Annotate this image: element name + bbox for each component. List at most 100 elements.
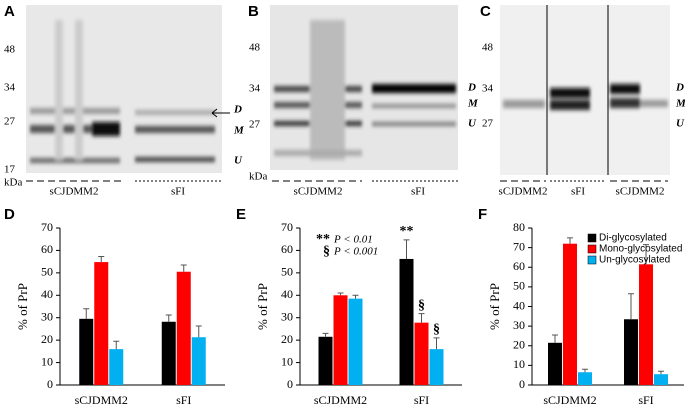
x-tick-label: sFI [638,393,653,407]
significance-text: P < 0.01 [333,234,373,246]
bar [399,258,414,385]
panel-letter: B [248,3,259,20]
blot-c: C 48 34 27 D M U sCJDMM2 sFI sCJDMM2 [480,3,685,198]
y-axis-label: % of PrP [255,283,270,330]
group-label: sFI [171,186,185,198]
bar [563,243,577,385]
y-tick-label: 40 [281,287,293,301]
error-bar [552,334,558,343]
error-bar [628,293,634,320]
panel-letter: E [236,206,246,223]
charts: D % of PrP 0 10 20 30 40 50 60 70 sCJDMM2 sFI E % of … [4,206,684,407]
y-tick-label: 80 [513,220,525,234]
bar [548,342,562,385]
x-tick-label: sCJDMM2 [543,393,596,407]
band-label: M [675,98,685,110]
error-bar [83,308,90,319]
legend-swatch [587,244,597,254]
y-axis-label: % of PrP [15,283,30,330]
x-tick-label: sFI [414,393,429,407]
bar [624,319,638,385]
significance-text: P < 0.001 [333,246,378,258]
group-label: sFI [411,186,425,198]
unit: kDa [249,171,267,183]
error-bar [337,292,344,296]
y-tick-label: 60 [281,242,293,256]
blot-a: A 48 34 27 17 kDa D M U sCJDMM2 sFI [4,3,245,198]
y-tick-label: 40 [513,298,525,312]
marker: 17 [4,164,16,176]
y-tick-label: 50 [513,279,525,293]
legend-label: Di-glycosylated [599,233,667,244]
marker: 48 [4,44,16,56]
bar [654,374,668,385]
y-tick-label: 30 [41,309,53,323]
y-tick-label: 50 [41,265,53,279]
y-tick-label: 20 [281,332,293,346]
bands [30,20,215,163]
error-bar [98,255,105,263]
bar [109,349,124,385]
group-label: sCJDMM2 [294,186,343,198]
y-tick-label: 10 [281,354,293,368]
y-tick-label: 70 [513,239,525,253]
y-tick-label: 70 [41,220,53,234]
error-bar [643,244,649,265]
annotation: § [433,322,440,337]
panel-letter: A [4,3,15,20]
band-label: U [468,118,477,130]
error-bar [403,239,410,259]
error-bar [418,313,425,323]
y-tick-label: 50 [281,265,293,279]
marker: 34 [4,82,16,94]
panel-letter: C [480,3,491,20]
group-label: sFI [571,186,585,198]
y-tick-label: 10 [513,357,525,371]
unit: kDa [4,177,22,189]
x-tick-label: sFI [176,393,191,407]
panel-letter: F [478,206,487,223]
bar [414,322,429,385]
bar [161,321,176,385]
error-bar [165,314,172,322]
y-tick-label: 30 [281,309,293,323]
bar [94,262,109,385]
marker: 34 [482,83,494,95]
y-tick-label: 10 [41,354,53,368]
bands [503,84,668,110]
band-label: D [233,104,242,116]
bar [429,349,444,385]
arrow-head [211,108,218,118]
error-bar [195,325,202,338]
group-label: sCJDMM2 [499,186,548,198]
marker: 48 [249,42,261,54]
error-bar [322,332,329,337]
marker: 27 [4,116,16,128]
x-tick-label: sCJDMM2 [314,393,367,407]
x-tick-label: sCJDMM2 [75,393,128,407]
y-tick-label: 40 [41,287,53,301]
y-axis-label: % of PrP [487,283,502,330]
y-tick-label: 70 [281,220,293,234]
group-label: sCJDMM2 [50,186,99,198]
y-tick-label: 60 [41,242,53,256]
legend-label: Un-glycosylated [599,255,670,266]
y-tick-label: 0 [519,377,525,391]
bands [274,20,456,160]
band-label: D [675,82,684,94]
legend-swatch [587,255,597,265]
error-bar [658,370,664,375]
band-label: M [467,98,479,110]
bar [639,264,653,385]
error-bar [180,264,187,272]
error-bar [582,368,588,373]
group-label: sCJDMM2 [616,186,665,198]
y-tick-label: 30 [513,318,525,332]
blot-b: B 48 34 27 kDa D M U sCJDMM2 sFI [248,3,479,198]
y-tick-label: 0 [287,377,293,391]
bar [578,372,592,385]
y-tick-label: 0 [47,377,53,391]
significance-symbol: § [323,244,330,259]
error-bar [352,294,359,299]
